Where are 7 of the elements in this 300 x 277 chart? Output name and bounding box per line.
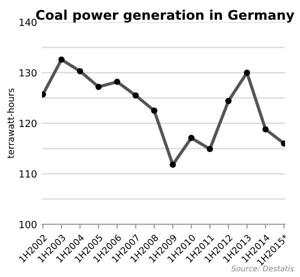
y-axis-title: terrawatt-hours: [7, 88, 14, 158]
y-tick-label: 130: [20, 69, 36, 77]
y-tick-label: 120: [20, 120, 36, 128]
y-tick-label: 100: [20, 220, 36, 228]
y-tick-label: 140: [20, 18, 36, 26]
y-tick-label: 110: [20, 170, 36, 178]
chart-title: Coal power generation in Germany: [36, 10, 294, 23]
